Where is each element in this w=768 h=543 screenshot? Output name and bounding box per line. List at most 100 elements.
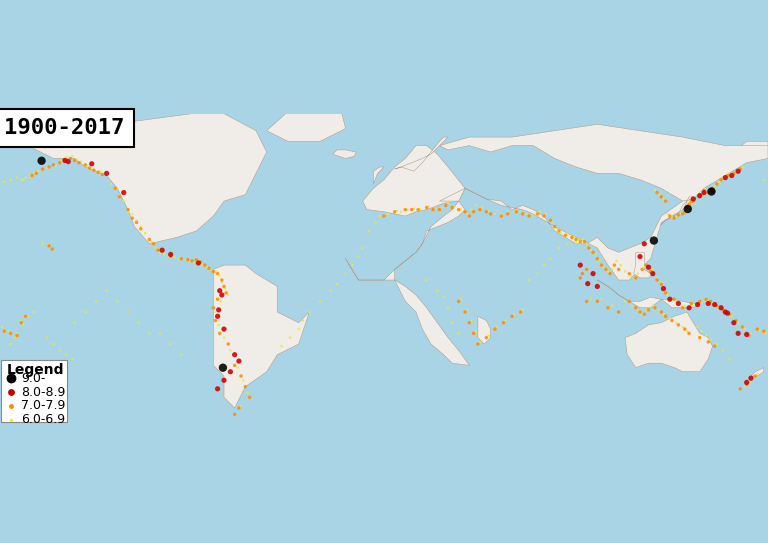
Point xyxy=(679,207,691,216)
Point xyxy=(92,168,104,176)
Point xyxy=(218,333,230,342)
Point xyxy=(546,218,558,227)
Point xyxy=(655,308,667,317)
Point xyxy=(66,152,78,161)
Point xyxy=(482,331,495,340)
Point xyxy=(521,210,533,218)
Point xyxy=(531,210,544,218)
Point xyxy=(683,201,695,210)
Point xyxy=(37,239,49,248)
Point xyxy=(632,269,644,278)
Point xyxy=(210,267,222,276)
Point xyxy=(111,184,124,193)
Point xyxy=(745,329,757,338)
Point xyxy=(293,325,305,333)
Point xyxy=(694,297,706,306)
Point xyxy=(79,161,91,169)
Point xyxy=(455,205,467,214)
Point xyxy=(88,166,100,174)
Point xyxy=(661,291,674,299)
Point xyxy=(11,331,23,340)
Point xyxy=(723,169,736,178)
Point xyxy=(442,199,454,207)
Point xyxy=(162,252,174,261)
Point xyxy=(702,297,714,306)
Point xyxy=(211,312,223,321)
Point xyxy=(523,276,535,285)
Point xyxy=(734,165,746,173)
Point xyxy=(111,297,124,306)
Point xyxy=(642,263,654,272)
Point xyxy=(229,361,241,370)
Point xyxy=(213,320,225,329)
Point xyxy=(222,291,234,299)
Point xyxy=(672,299,684,308)
Point xyxy=(726,171,738,180)
Point xyxy=(218,376,230,384)
Point xyxy=(732,167,744,175)
Point xyxy=(154,329,166,338)
Point xyxy=(37,165,49,173)
Point xyxy=(508,207,520,216)
Point xyxy=(126,214,138,223)
Point xyxy=(595,261,607,269)
Point xyxy=(704,336,717,344)
Point xyxy=(502,207,514,216)
Point xyxy=(638,263,650,272)
Point xyxy=(674,209,687,217)
Point xyxy=(632,306,644,314)
Point xyxy=(517,210,529,218)
Point xyxy=(468,329,480,338)
Point xyxy=(356,244,369,252)
Point xyxy=(625,301,637,310)
Point xyxy=(745,374,757,382)
Point xyxy=(446,318,458,327)
Point xyxy=(600,265,612,274)
Point xyxy=(395,207,407,216)
Point xyxy=(655,192,667,201)
Point xyxy=(707,184,719,193)
Point xyxy=(276,342,288,351)
Point xyxy=(11,173,23,182)
Point xyxy=(696,298,708,307)
Point xyxy=(214,286,226,295)
Point xyxy=(96,170,108,179)
Point xyxy=(180,255,192,264)
Point xyxy=(753,326,766,334)
Point xyxy=(213,306,225,314)
Point xyxy=(35,156,48,165)
Point xyxy=(683,329,695,338)
Point xyxy=(339,269,352,278)
Point xyxy=(683,304,695,312)
Point xyxy=(488,325,501,333)
Point xyxy=(68,156,81,165)
Point xyxy=(534,207,546,216)
Point xyxy=(738,382,750,391)
Point xyxy=(728,318,740,327)
Point xyxy=(734,384,746,393)
Point xyxy=(5,175,17,184)
Point xyxy=(623,269,635,278)
Text: 9.0-: 9.0- xyxy=(22,371,46,384)
Point xyxy=(476,203,488,212)
Point xyxy=(194,257,207,266)
Point xyxy=(11,329,23,338)
Point xyxy=(728,169,740,178)
Point xyxy=(56,156,68,165)
Point xyxy=(572,235,584,244)
Point xyxy=(679,205,691,214)
Point xyxy=(175,350,187,359)
Point xyxy=(217,363,229,372)
Point xyxy=(589,250,601,259)
Point xyxy=(570,238,582,247)
Point xyxy=(118,197,130,205)
Point xyxy=(435,203,448,212)
Point xyxy=(700,295,712,304)
Point xyxy=(694,333,706,342)
Point xyxy=(429,204,442,213)
Point xyxy=(740,378,753,387)
Point xyxy=(62,157,74,166)
Point xyxy=(636,265,648,274)
Point xyxy=(638,239,650,248)
Point xyxy=(581,265,593,274)
